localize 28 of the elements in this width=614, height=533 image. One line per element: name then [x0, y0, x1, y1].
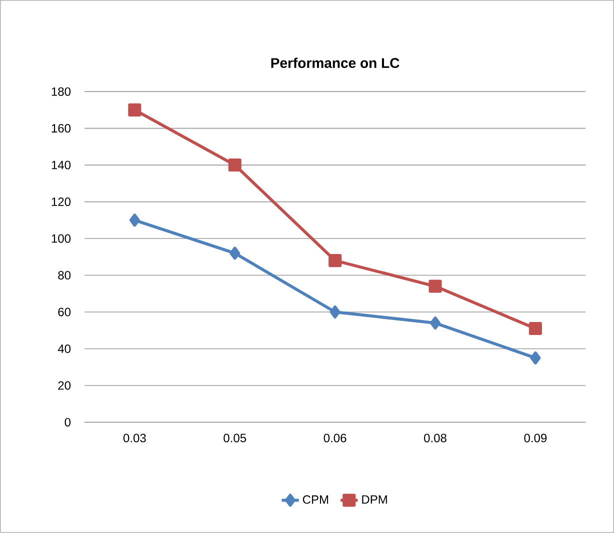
y-tick-label: 20	[58, 381, 71, 390]
point	[428, 280, 442, 293]
x-tick-label: 0.06	[324, 434, 346, 442]
y-tick-label: 140	[52, 160, 71, 170]
legend-label: DPM	[362, 495, 387, 504]
point	[328, 254, 342, 268]
x-tick-label: 0.09	[524, 434, 547, 442]
point	[230, 246, 240, 260]
x-tick-label: 0.08	[424, 434, 446, 442]
point	[430, 316, 441, 330]
y-tick-label: 40	[58, 344, 71, 354]
y-tick-label: 120	[52, 198, 71, 206]
y-tick-label: 80	[58, 271, 71, 280]
y-tick-label: 0	[64, 418, 71, 427]
point	[128, 104, 142, 117]
point	[528, 322, 542, 336]
point	[129, 214, 140, 227]
point	[330, 306, 340, 319]
x-tick-label: 0.05	[224, 434, 246, 442]
legend-label: CPM	[302, 495, 328, 504]
y-tick-label: 180	[52, 87, 71, 96]
point	[228, 158, 242, 172]
y-tick-label: 100	[52, 234, 71, 243]
chart-title: Performance on LC	[271, 58, 400, 68]
y-tick-label: 60	[58, 308, 71, 316]
point	[530, 351, 541, 365]
x-tick-label: 0.03	[123, 434, 146, 442]
y-tick-label: 160	[52, 124, 71, 133]
